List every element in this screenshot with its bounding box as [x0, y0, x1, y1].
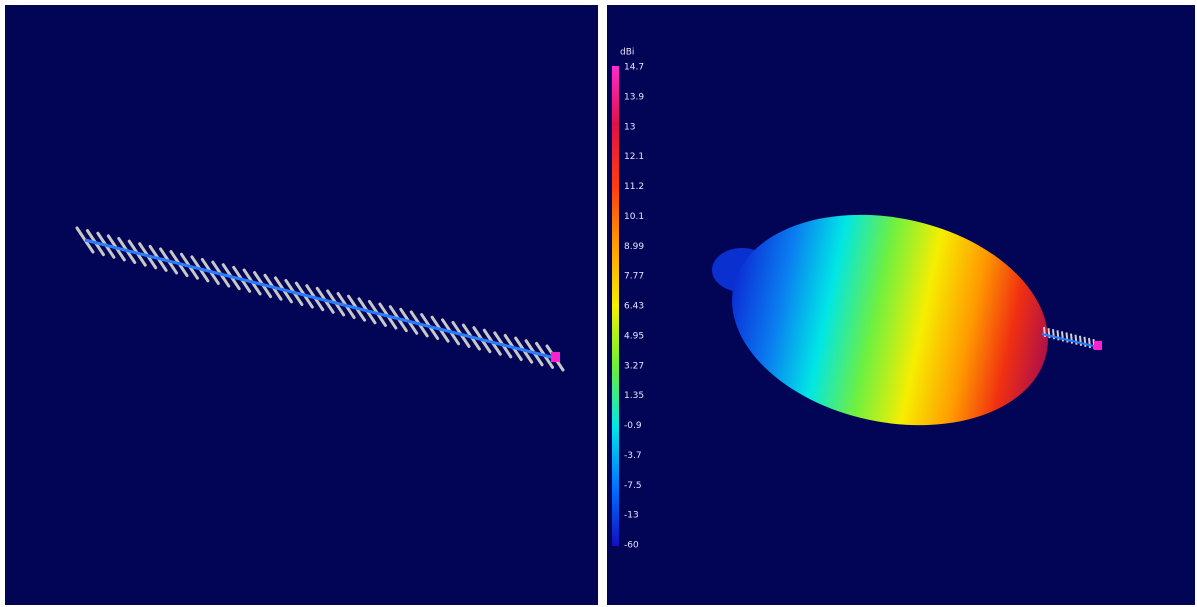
- colorbar-label: 13.9: [624, 92, 644, 102]
- colorbar: [612, 66, 619, 546]
- boom: [84, 238, 556, 360]
- element: [1079, 335, 1082, 346]
- colorbar-label: 1.35: [624, 391, 644, 401]
- colorbar-label: 11.2: [624, 182, 644, 192]
- element: [1074, 334, 1078, 345]
- boom: [1041, 333, 1099, 348]
- colorbar-label: -7.5: [624, 481, 642, 491]
- antenna-stub: [1041, 326, 1102, 350]
- radiation-pattern: [712, 214, 1048, 426]
- colorbar-unit: dBi: [620, 48, 634, 58]
- element: [1065, 332, 1069, 343]
- colorbar-label: -13: [624, 511, 639, 521]
- colorbar-label: 6.43: [624, 302, 644, 312]
- colorbar-label: 14.7: [624, 63, 644, 73]
- element: [1083, 336, 1087, 347]
- colorbar-label: 10.1: [624, 212, 644, 222]
- colorbar-label: -60: [624, 541, 639, 551]
- colorbar-label: -0.9: [624, 421, 642, 431]
- colorbar-label: 8.99: [624, 242, 644, 252]
- colorbar-labels: 14.7 13.9 13 12.1 11.2 10.1 8.99 7.77 6.43 4.95 3.…: [624, 63, 644, 551]
- colorbar-label: 7.77: [624, 272, 644, 282]
- element: [1061, 331, 1064, 342]
- element: [1070, 333, 1073, 344]
- element: [1088, 337, 1091, 349]
- colorbar-label: 3.27: [624, 361, 644, 371]
- antenna-model: [75, 226, 565, 372]
- colorbar-label: -3.7: [624, 451, 642, 461]
- main-lobe: [732, 214, 1048, 426]
- colorbar-label: 4.95: [624, 331, 644, 341]
- colorbar-label: 12.1: [624, 152, 644, 162]
- feed: [551, 352, 560, 362]
- feed: [1094, 341, 1102, 350]
- colorbar-label: 13: [624, 122, 635, 132]
